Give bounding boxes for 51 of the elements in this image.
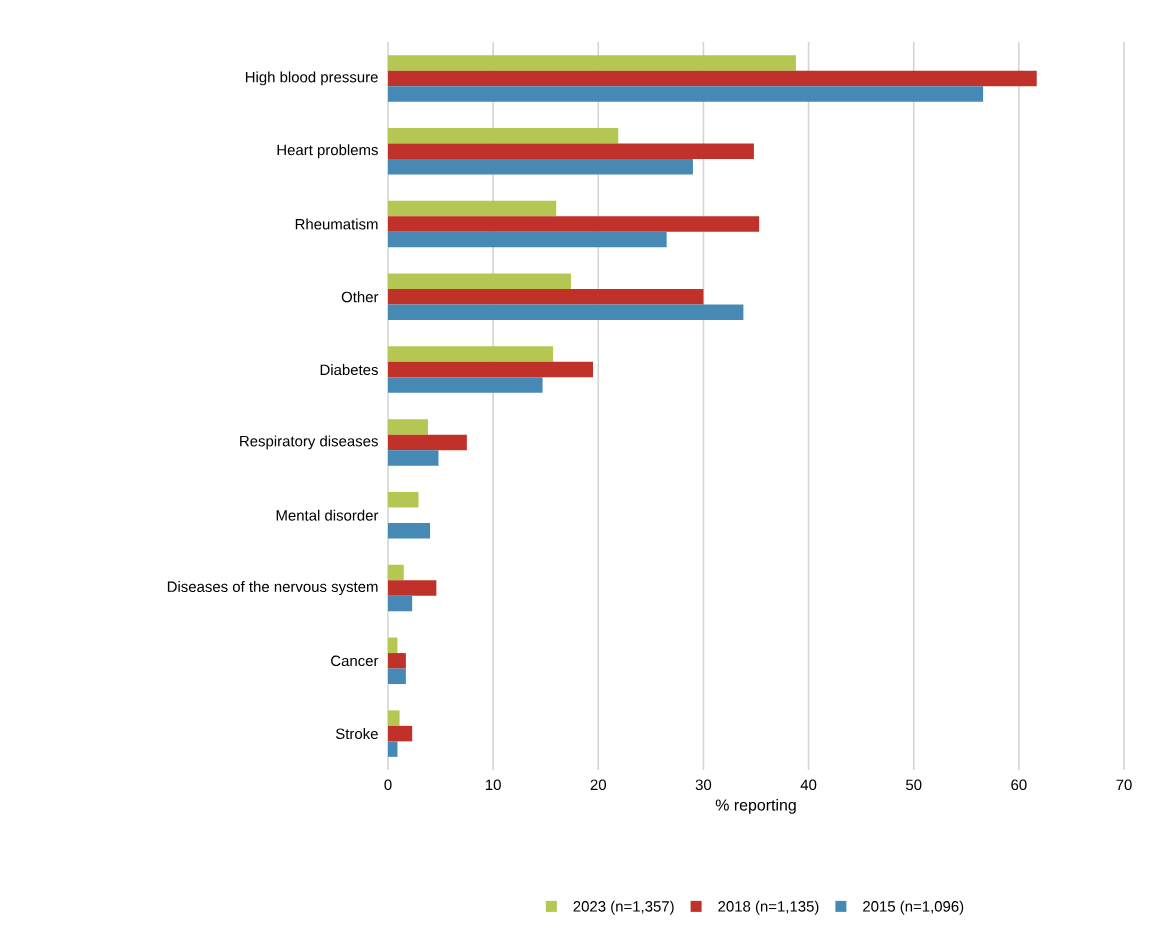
bar xyxy=(388,637,398,654)
bar xyxy=(388,434,467,451)
bar xyxy=(388,231,667,248)
x-tick-label: 60 xyxy=(1011,779,1027,791)
x-tick-label: 50 xyxy=(906,779,922,791)
x-tick-label: 30 xyxy=(695,779,712,791)
y-tick-label: Diabetes xyxy=(320,364,378,376)
bar xyxy=(388,377,543,393)
y-tick-label: Cancer xyxy=(331,655,379,667)
bar xyxy=(388,595,413,612)
bar xyxy=(388,450,439,466)
bar xyxy=(388,127,619,144)
bar xyxy=(388,158,693,175)
bar xyxy=(388,710,400,726)
bar xyxy=(388,86,984,102)
y-tick-label: High blood pressure xyxy=(245,71,378,86)
bar xyxy=(388,653,406,669)
y-tick-label: Respiratory diseases xyxy=(240,435,378,450)
bar xyxy=(388,580,437,596)
x-tick-label: 20 xyxy=(590,779,606,791)
bar xyxy=(388,200,557,217)
bar xyxy=(388,419,428,435)
bar xyxy=(388,216,760,232)
bar xyxy=(388,522,431,539)
y-tick-label: Rheumatism xyxy=(295,218,378,230)
bar xyxy=(388,273,571,290)
y-tick-label: Other xyxy=(341,291,379,303)
y-tick-label: Diseases of the nervous system xyxy=(167,581,378,595)
legend-label: 2015 (n=1,096) xyxy=(863,900,964,915)
legend-label: 2018 (n=1,135) xyxy=(718,900,819,915)
bar xyxy=(388,70,1037,87)
x-tick-label: 10 xyxy=(485,779,501,791)
y-tick-label: Mental disorder xyxy=(276,509,379,521)
bar xyxy=(388,361,594,378)
bar xyxy=(388,289,704,305)
x-tick-label: 70 xyxy=(1116,779,1132,791)
bar xyxy=(388,143,754,159)
y-tick-label: Stroke xyxy=(335,728,378,740)
bar xyxy=(388,564,404,581)
x-tick-label: 0 xyxy=(384,779,392,791)
x-axis-title: % reporting xyxy=(715,798,796,814)
bar xyxy=(388,346,554,362)
bar xyxy=(388,725,413,742)
y-tick-label: Heart problems xyxy=(277,144,378,159)
bar xyxy=(388,304,744,321)
x-tick-label: 40 xyxy=(800,779,817,791)
bar xyxy=(388,491,419,508)
bar xyxy=(388,741,398,757)
legend-label: 2023 (n=1,357) xyxy=(573,900,674,915)
bar xyxy=(388,55,796,71)
bar xyxy=(388,668,406,685)
